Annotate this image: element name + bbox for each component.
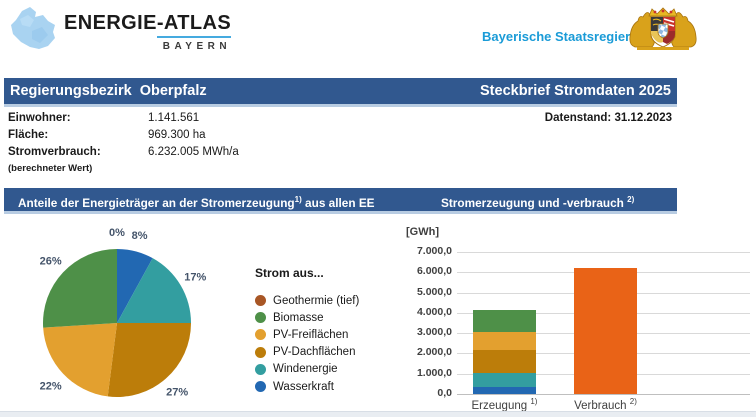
pie-percent-label: 27%: [166, 386, 188, 398]
x-axis-line: [457, 394, 750, 395]
logo-title: ENERGIE-ATLAS: [64, 11, 231, 35]
pie-percent-label: 8%: [132, 230, 148, 242]
legend-item: Geothermie (tief): [255, 292, 359, 309]
pie-percent-label: 26%: [40, 256, 62, 268]
legend-item-label: Biomasse: [273, 312, 324, 324]
footnote-2-marker: 2): [627, 195, 634, 204]
x-category-label: Erzeugung 1): [450, 397, 560, 412]
legend-item: Biomasse: [255, 309, 359, 326]
legend-item: PV-Dachflächen: [255, 344, 359, 361]
plinth: [637, 47, 689, 50]
legend-color-dot: [255, 312, 266, 323]
legend-item-label: Wasserkraft: [273, 381, 334, 393]
bar-segment-biomasse: [473, 310, 536, 332]
y-tick-label: 5.000,0: [390, 286, 452, 298]
legend-item-label: PV-Dachflächen: [273, 346, 355, 358]
bar-segment-pv-dachfl-chen: [473, 350, 536, 373]
x-category-label: Verbrauch 2): [551, 397, 661, 412]
pie-section-title: Anteile der Energieträger an der Stromer…: [18, 188, 375, 215]
bar-segment-wasserkraft: [473, 387, 536, 394]
logo-text: ENERGIE-ATLAS BAYERN: [64, 5, 231, 52]
logo-subtitle: BAYERN: [157, 36, 231, 52]
stromverbrauch-value: 6.232.005 MWh/a: [148, 146, 239, 158]
legend-title: Strom aus...: [255, 266, 359, 280]
y-tick-label: 6.000,0: [390, 265, 452, 277]
gridline: [457, 252, 750, 253]
legend-item: Windenergie: [255, 361, 359, 378]
bar-segment-pv-freifl-chen: [473, 332, 536, 351]
legend-color-dot: [255, 329, 266, 340]
footnote-marker: 1): [530, 397, 537, 406]
steckbrief-title: Steckbrief Stromdaten 2025: [480, 78, 671, 104]
y-tick-label: 0,0: [390, 387, 452, 399]
legend-color-dot: [255, 295, 266, 306]
stromverbrauch-label: Stromverbrauch:: [8, 146, 101, 158]
datenstand-label: Datenstand: 31.12.2023: [472, 112, 672, 124]
section-header-bar: Anteile der Energieträger an der Stromer…: [4, 188, 677, 214]
y-tick-label: 4.000,0: [390, 306, 452, 318]
legend-color-dot: [255, 347, 266, 358]
footnote-marker: 2): [630, 397, 637, 406]
y-tick-label: 3.000,0: [390, 326, 452, 338]
footnote-1-marker: 1): [295, 195, 302, 204]
legend-color-dot: [255, 381, 266, 392]
title-bar: Regierungsbezirk Oberpfalz Steckbrief St…: [4, 78, 677, 107]
shield: [651, 17, 675, 47]
bavaria-map-icon: [8, 5, 56, 51]
steckbrief-page: ENERGIE-ATLAS BAYERN Bayerische Staatsre…: [0, 0, 756, 417]
bar-segment-windenergie: [473, 373, 536, 387]
legend-item-label: Geothermie (tief): [273, 295, 359, 307]
legend-item-label: PV-Freiflächen: [273, 329, 348, 341]
pie-legend: Strom aus... Geothermie (tief) Biomasse PV…: [255, 266, 359, 395]
bar-section-title: Stromerzeugung und -verbrauch 2): [441, 188, 634, 215]
y-tick-label: 2.000,0: [390, 346, 452, 358]
pie-percent-label: 0%: [109, 227, 125, 239]
bar-segment-verbrauch: [574, 268, 637, 394]
y-tick-label: 7.000,0: [390, 245, 452, 257]
bavaria-coat-of-arms: [627, 5, 699, 51]
pie-percent-label: 22%: [40, 380, 62, 392]
berechneter-wert-note: (berechneter Wert): [8, 163, 92, 174]
flaeche-value: 969.300 ha: [148, 129, 206, 141]
region-title: Regierungsbezirk Oberpfalz: [10, 78, 207, 104]
y-tick-label: 1.000,0: [390, 367, 452, 379]
legend-item: Wasserkraft: [255, 378, 359, 395]
legend-item-label: Windenergie: [273, 363, 338, 375]
energie-atlas-logo: ENERGIE-ATLAS BAYERN: [8, 5, 231, 52]
flaeche-label: Fläche:: [8, 129, 48, 141]
pie-percent-label: 17%: [184, 272, 206, 284]
einwohner-label: Einwohner:: [8, 112, 71, 124]
next-section-edge: [0, 411, 756, 417]
legend-color-dot: [255, 364, 266, 375]
einwohner-value: 1.141.561: [148, 112, 199, 124]
y-axis-unit-label: [GWh]: [406, 226, 439, 238]
legend-item: PV-Freiflächen: [255, 326, 359, 343]
energy-share-pie-chart: 8% 17% 27% 22% 26% 0%: [18, 225, 233, 417]
